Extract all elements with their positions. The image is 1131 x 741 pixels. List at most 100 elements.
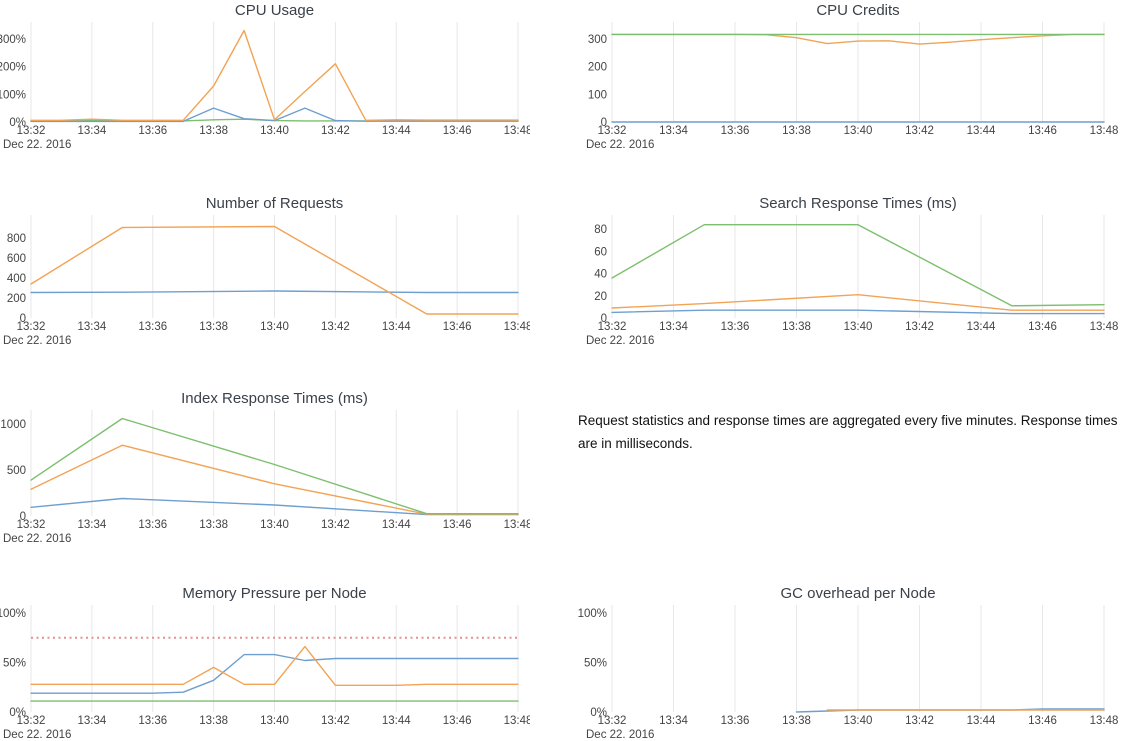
svg-text:13:46: 13:46: [443, 321, 472, 333]
svg-text:13:46: 13:46: [443, 715, 472, 727]
svg-text:13:38: 13:38: [199, 715, 228, 727]
svg-text:13:38: 13:38: [782, 321, 811, 333]
svg-text:13:36: 13:36: [721, 715, 750, 727]
gc-overhead-plot[interactable]: 13:32 13:34 13:36 13:38 13:40 13:42 13:44 13:46…: [565, 583, 1131, 741]
index-response-times-plot[interactable]: 13:32 13:34 13:36 13:38 13:40 13:42 13:44 13:46…: [0, 388, 530, 563]
svg-text:13:34: 13:34: [77, 321, 106, 333]
svg-text:13:32: 13:32: [17, 321, 46, 333]
svg-text:13:42: 13:42: [905, 321, 934, 333]
svg-text:500: 500: [7, 465, 26, 477]
svg-text:13:32: 13:32: [17, 715, 46, 727]
svg-text:13:44: 13:44: [967, 125, 996, 137]
svg-text:0%: 0%: [590, 707, 607, 719]
svg-text:13:36: 13:36: [138, 125, 167, 137]
svg-text:13:32: 13:32: [598, 321, 627, 333]
svg-text:100: 100: [588, 89, 607, 101]
svg-text:13:44: 13:44: [967, 321, 996, 333]
svg-text:50%: 50%: [584, 657, 607, 669]
svg-text:200: 200: [588, 62, 607, 74]
svg-text:0: 0: [601, 117, 607, 129]
chart-cpu-credits: CPU Credits 13:32 13:34 13:36 13:38 13:40 13:…: [565, 0, 1131, 175]
svg-text:80: 80: [594, 224, 607, 236]
svg-text:13:34: 13:34: [659, 125, 688, 137]
svg-text:50%: 50%: [3, 657, 26, 669]
svg-text:13:40: 13:40: [844, 125, 873, 137]
svg-text:13:44: 13:44: [382, 715, 411, 727]
svg-text:13:36: 13:36: [138, 321, 167, 333]
svg-text:13:40: 13:40: [260, 321, 289, 333]
svg-text:Dec 22. 2016: Dec 22. 2016: [586, 139, 654, 151]
svg-text:13:38: 13:38: [782, 715, 811, 727]
svg-text:13:38: 13:38: [199, 125, 228, 137]
svg-text:100%: 100%: [578, 608, 607, 620]
svg-text:300: 300: [588, 34, 607, 46]
svg-text:13:42: 13:42: [321, 715, 350, 727]
svg-text:13:48: 13:48: [1090, 715, 1119, 727]
svg-text:13:38: 13:38: [199, 519, 228, 531]
svg-text:800: 800: [7, 233, 26, 245]
svg-text:13:36: 13:36: [721, 321, 750, 333]
svg-text:13:48: 13:48: [1090, 125, 1119, 137]
svg-text:Dec 22. 2016: Dec 22. 2016: [586, 729, 654, 741]
search-response-times-plot[interactable]: 13:32 13:34 13:36 13:38 13:40 13:42 13:44 13:46…: [565, 193, 1131, 368]
cpu-usage-plot[interactable]: 13:32 13:34 13:36 13:38 13:40 13:42 13:44 13:46…: [0, 0, 530, 175]
chart-gc-overhead: GC overhead per Node 13:32 13:34 13:36 13:3…: [565, 583, 1131, 741]
svg-text:13:34: 13:34: [77, 715, 106, 727]
svg-text:Dec 22. 2016: Dec 22. 2016: [586, 335, 654, 347]
svg-text:13:42: 13:42: [321, 125, 350, 137]
number-of-requests-plot[interactable]: 13:32 13:34 13:36 13:38 13:40 13:42 13:44 13:46…: [0, 193, 530, 368]
svg-text:13:34: 13:34: [77, 125, 106, 137]
chart-number-of-requests: Number of Requests 13:32 13:34 13:36 13:38 1…: [0, 193, 530, 368]
svg-text:13:44: 13:44: [382, 125, 411, 137]
svg-text:0%: 0%: [9, 707, 26, 719]
svg-text:Dec 22. 2016: Dec 22. 2016: [3, 533, 71, 545]
svg-text:13:42: 13:42: [905, 125, 934, 137]
svg-text:13:34: 13:34: [659, 715, 688, 727]
svg-text:300%: 300%: [0, 34, 26, 46]
svg-text:13:48: 13:48: [504, 715, 530, 727]
cpu-credits-plot[interactable]: 13:32 13:34 13:36 13:38 13:40 13:42 13:44 13:46…: [565, 0, 1131, 175]
svg-text:13:40: 13:40: [260, 125, 289, 137]
svg-text:13:42: 13:42: [321, 519, 350, 531]
svg-text:13:44: 13:44: [967, 715, 996, 727]
svg-text:1000: 1000: [0, 419, 26, 431]
svg-text:13:32: 13:32: [17, 125, 46, 137]
svg-text:13:42: 13:42: [905, 715, 934, 727]
svg-text:13:32: 13:32: [598, 125, 627, 137]
svg-text:600: 600: [7, 253, 26, 265]
svg-text:20: 20: [594, 291, 607, 303]
svg-text:Dec 22. 2016: Dec 22. 2016: [3, 139, 71, 151]
svg-text:13:46: 13:46: [1028, 125, 1057, 137]
svg-text:0: 0: [20, 313, 26, 325]
svg-text:13:34: 13:34: [659, 321, 688, 333]
svg-text:13:34: 13:34: [77, 519, 106, 531]
svg-text:13:36: 13:36: [138, 519, 167, 531]
svg-text:13:48: 13:48: [504, 125, 530, 137]
svg-text:13:46: 13:46: [1028, 715, 1057, 727]
chart-memory-pressure: Memory Pressure per Node 13:32 13:34 13:36…: [0, 583, 530, 741]
svg-text:13:44: 13:44: [382, 321, 411, 333]
svg-text:13:48: 13:48: [504, 321, 530, 333]
svg-text:100%: 100%: [0, 89, 26, 101]
svg-text:0: 0: [20, 511, 26, 523]
svg-text:13:46: 13:46: [443, 519, 472, 531]
chart-cpu-usage: CPU Usage 13:32 13:34 13:36 13:38 13:40 13:42…: [0, 0, 530, 175]
svg-text:13:40: 13:40: [260, 519, 289, 531]
memory-pressure-plot[interactable]: 13:32 13:34 13:36 13:38 13:40 13:42 13:44 13:46…: [0, 583, 530, 741]
svg-text:60: 60: [594, 246, 607, 258]
chart-index-response-times: Index Response Times (ms) 13:32 13:34 13:3…: [0, 388, 530, 563]
chart-search-response-times: Search Response Times (ms) 13:32 13:34 13:…: [565, 193, 1131, 368]
svg-text:200%: 200%: [0, 62, 26, 74]
svg-text:200: 200: [7, 293, 26, 305]
svg-text:400: 400: [7, 273, 26, 285]
svg-text:13:42: 13:42: [321, 321, 350, 333]
svg-text:100%: 100%: [0, 608, 26, 620]
svg-text:40: 40: [594, 269, 607, 281]
svg-text:13:40: 13:40: [260, 715, 289, 727]
svg-text:Dec 22. 2016: Dec 22. 2016: [3, 729, 71, 741]
svg-text:0: 0: [601, 313, 607, 325]
svg-text:13:38: 13:38: [199, 321, 228, 333]
svg-text:13:36: 13:36: [721, 125, 750, 137]
svg-text:13:32: 13:32: [598, 715, 627, 727]
